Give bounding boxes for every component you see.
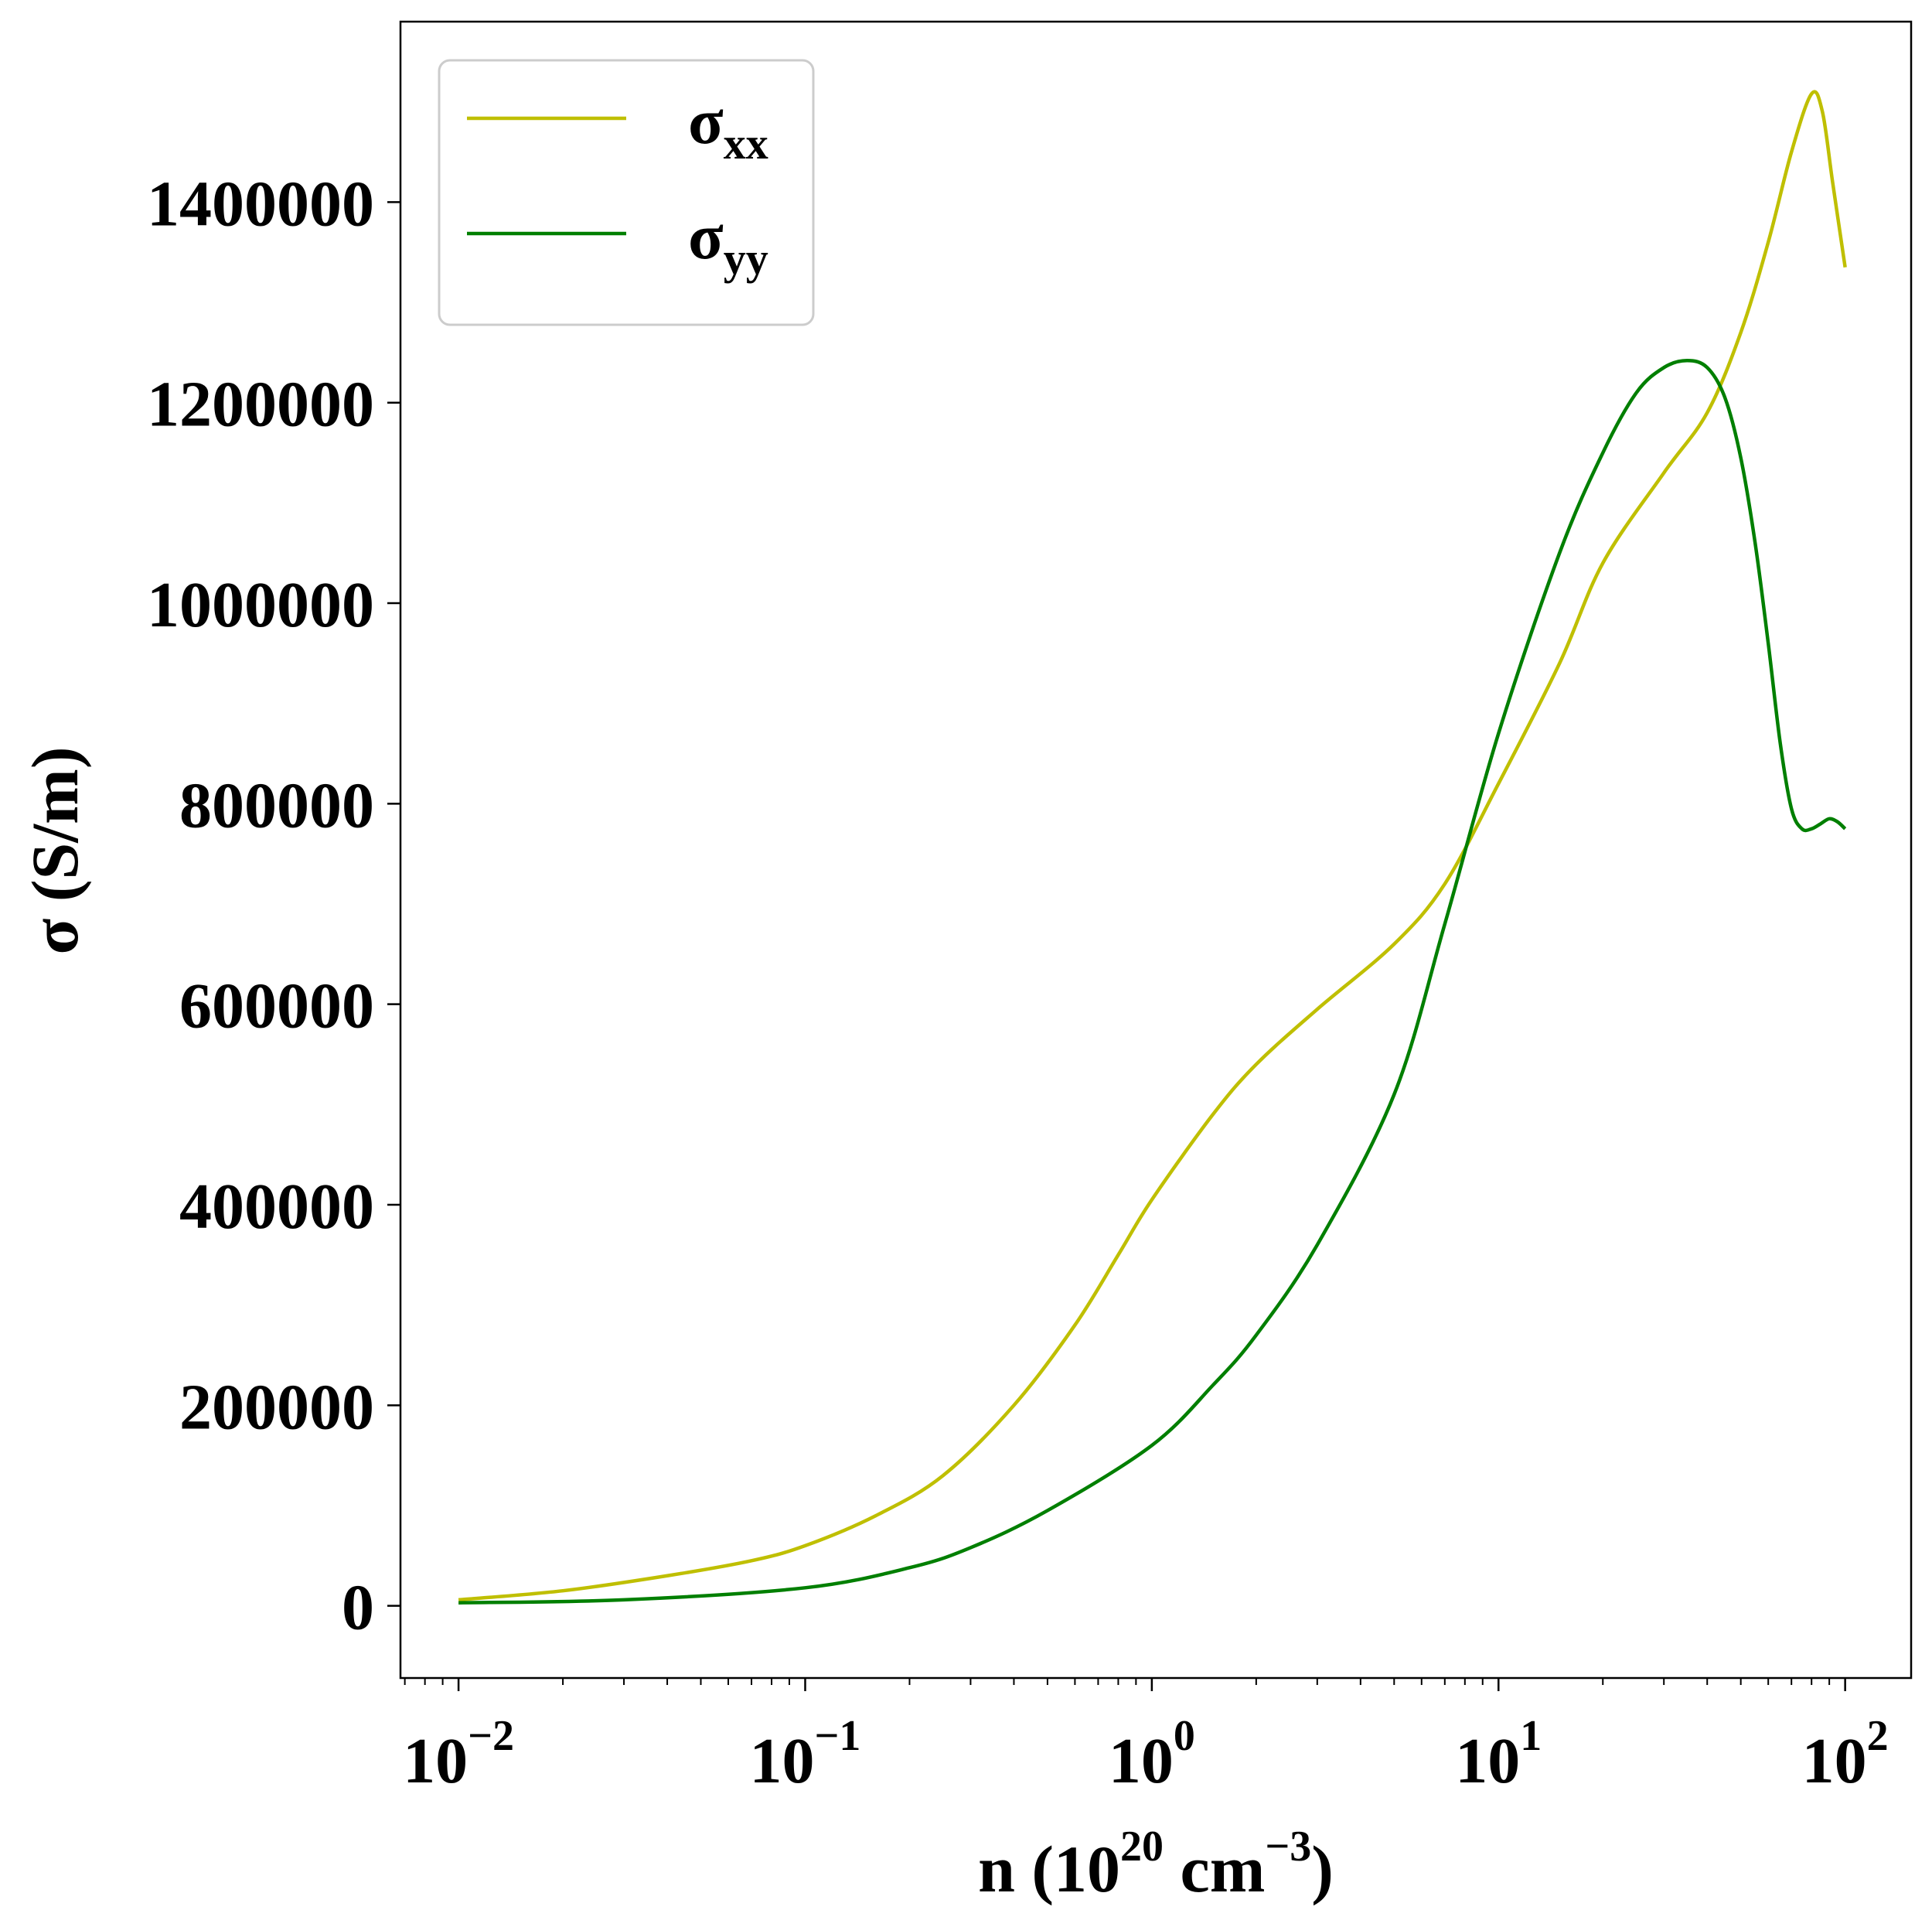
legend-label-sigma-xx: σxx [688,86,768,169]
x-axis-title-end: ) [1311,1832,1334,1906]
x-tick-exponent: 1 [1520,1712,1542,1760]
x-tick-exponent: 0 [1174,1712,1195,1760]
series-line-xx [458,90,1847,1602]
legend-box [438,59,815,326]
x-tick-exponent: −2 [468,1712,514,1760]
legend-symbol-sigma-xx: σ [688,86,724,158]
y-tick-label: 1000000 [147,569,374,641]
x-axis-ticks: 10−2 10−1 100 101 102 [403,1678,1889,1797]
y-tick-label: 800000 [179,769,374,841]
y-tick-label: 400000 [179,1171,374,1243]
x-axis-title: n (1020 cm−3) [978,1823,1334,1906]
x-tick-label: 101 [1455,1712,1542,1797]
legend-subscript-sigma-xx: xx [724,118,768,169]
y-axis-title: σ (S/m) [18,747,92,955]
x-tick-label: 10−1 [750,1712,861,1797]
x-tick-base: 10 [1455,1725,1520,1797]
x-axis-title-mid: cm [1164,1832,1265,1906]
series-line-yy [458,359,1847,1605]
y-tick-label: 600000 [179,970,374,1042]
x-axis-title-main: n (10 [978,1832,1120,1906]
y-tick-label: 1400000 [147,168,374,240]
x-axis-title-exp2: −3 [1265,1823,1311,1871]
x-tick-exponent: 2 [1867,1712,1889,1760]
x-tick-label: 102 [1802,1712,1889,1797]
plot-lines [458,90,1847,1605]
x-tick-base: 10 [1802,1725,1867,1797]
y-tick-label: 1200000 [147,369,374,441]
plot-frame [399,20,1913,1680]
legend: σxx σyy [438,59,815,326]
x-axis-title-exp1: 20 [1120,1823,1164,1871]
legend-subscript-sigma-yy: yy [724,234,768,284]
y-tick-label: 200000 [179,1371,374,1443]
legend-label-sigma-yy: σyy [688,201,768,284]
x-tick-base: 10 [750,1725,815,1797]
y-axis-ticks: 0 200000 400000 600000 800000 1000000 1200000 1… [147,168,400,1644]
x-tick-base: 10 [403,1725,468,1797]
x-tick-base: 10 [1109,1725,1174,1797]
legend-symbol-sigma-yy: σ [688,201,724,273]
x-tick-label: 100 [1109,1712,1195,1797]
y-tick-label: 0 [342,1572,374,1644]
x-tick-exponent: −1 [815,1712,861,1760]
x-tick-label: 10−2 [403,1712,514,1797]
